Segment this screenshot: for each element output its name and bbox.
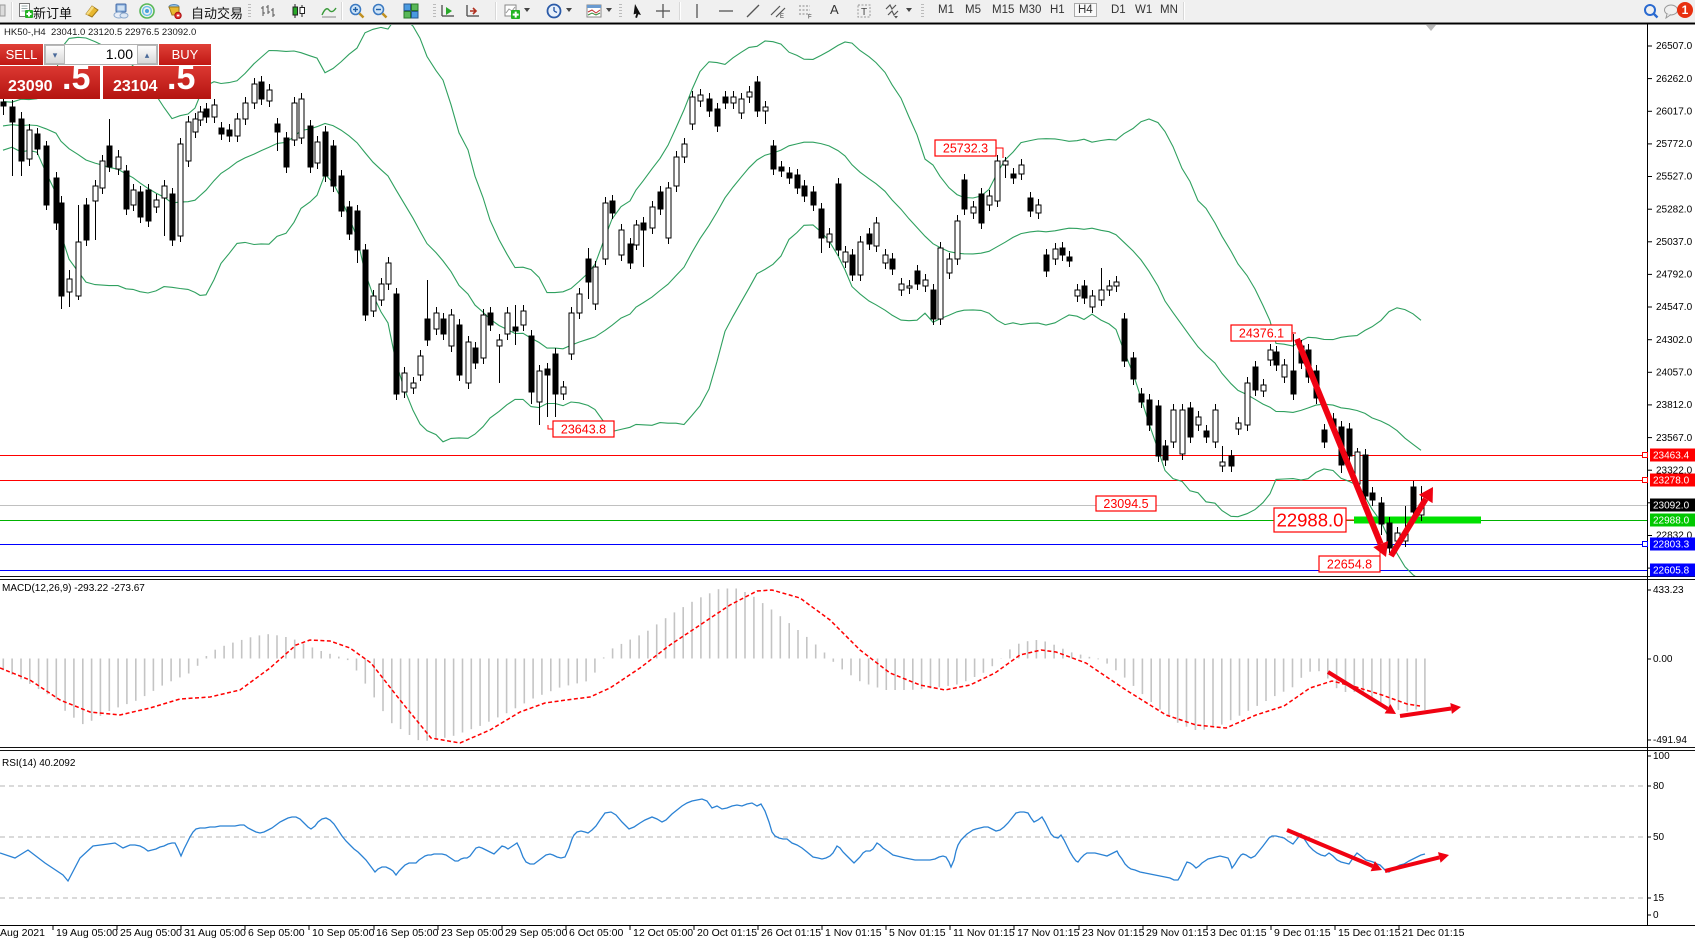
svg-text:19 Aug 05:00: 19 Aug 05:00 (56, 927, 118, 939)
svg-text:100: 100 (1653, 751, 1670, 762)
svg-text:E: E (780, 14, 784, 19)
svg-text:9 Dec 01:15: 9 Dec 01:15 (1274, 927, 1331, 939)
svg-text:5 Nov 01:15: 5 Nov 01:15 (889, 927, 946, 939)
svg-text:24302.0: 24302.0 (1656, 335, 1693, 346)
svg-text:21 Dec 01:15: 21 Dec 01:15 (1402, 927, 1465, 939)
svg-text:433.23: 433.23 (1653, 585, 1684, 596)
svg-text:23 Nov 01:15: 23 Nov 01:15 (1082, 927, 1145, 939)
svg-text:0.00: 0.00 (1653, 654, 1673, 665)
svg-text:50: 50 (1653, 832, 1665, 843)
svg-text:24792.0: 24792.0 (1656, 270, 1693, 281)
svg-text:10 Sep 05:00: 10 Sep 05:00 (312, 927, 375, 939)
svg-text:17 Nov 01:15: 17 Nov 01:15 (1017, 927, 1080, 939)
svg-text:29 Sep 05:00: 29 Sep 05:00 (505, 927, 568, 939)
svg-text:22988.0: 22988.0 (1277, 510, 1344, 531)
svg-text:23567.0: 23567.0 (1656, 433, 1693, 444)
svg-text:16 Sep 05:00: 16 Sep 05:00 (376, 927, 439, 939)
svg-text:26017.0: 26017.0 (1656, 107, 1693, 118)
svg-text:23463.4: 23463.4 (1653, 451, 1690, 462)
svg-text:29 Nov 01:15: 29 Nov 01:15 (1146, 927, 1209, 939)
svg-text:25 Aug 05:00: 25 Aug 05:00 (120, 927, 182, 939)
svg-text:11 Nov 01:15: 11 Nov 01:15 (953, 927, 1015, 939)
svg-text:23643.8: 23643.8 (561, 423, 606, 437)
svg-text:0: 0 (1653, 910, 1659, 921)
svg-text:23322.0: 23322.0 (1656, 465, 1693, 476)
svg-text:25527.0: 25527.0 (1656, 172, 1693, 183)
svg-text:25732.3: 25732.3 (943, 142, 988, 156)
svg-text:22605.8: 22605.8 (1653, 566, 1690, 577)
svg-text:23092.0: 23092.0 (1653, 501, 1690, 512)
svg-text:24376.1: 24376.1 (1239, 327, 1284, 341)
svg-text:22654.8: 22654.8 (1327, 558, 1372, 572)
svg-text:15 Dec 01:15: 15 Dec 01:15 (1338, 927, 1401, 939)
svg-text:24547.0: 24547.0 (1656, 302, 1693, 313)
svg-text:23812.0: 23812.0 (1656, 400, 1693, 411)
svg-text:6 Sep 05:00: 6 Sep 05:00 (248, 927, 305, 939)
svg-text:24057.0: 24057.0 (1656, 368, 1693, 379)
svg-text:80: 80 (1653, 781, 1665, 792)
svg-text:25282.0: 25282.0 (1656, 204, 1693, 215)
svg-text:22832.0: 22832.0 (1656, 531, 1693, 542)
svg-text:20 Oct 01:15: 20 Oct 01:15 (697, 927, 757, 939)
svg-text:3 Dec 01:15: 3 Dec 01:15 (1210, 927, 1267, 939)
svg-text:T: T (861, 7, 867, 18)
svg-text:23094.5: 23094.5 (1103, 497, 1148, 511)
svg-text:31 Aug 05:00: 31 Aug 05:00 (184, 927, 246, 939)
svg-text:15: 15 (1653, 893, 1665, 904)
svg-text:23 Sep 05:00: 23 Sep 05:00 (441, 927, 504, 939)
svg-text:26 Oct 01:15: 26 Oct 01:15 (761, 927, 821, 939)
svg-text:-491.94: -491.94 (1653, 735, 1687, 746)
svg-text:1 Nov 01:15: 1 Nov 01:15 (825, 927, 882, 939)
svg-text:22988.0: 22988.0 (1653, 516, 1690, 527)
svg-text:25037.0: 25037.0 (1656, 237, 1693, 248)
svg-text:F: F (808, 15, 812, 20)
svg-text:RSI(14) 40.2092: RSI(14) 40.2092 (2, 758, 76, 769)
svg-text:25772.0: 25772.0 (1656, 139, 1693, 150)
svg-text:MACD(12,26,9) -293.22 -273.67: MACD(12,26,9) -293.22 -273.67 (2, 583, 145, 594)
svg-text:26262.0: 26262.0 (1656, 74, 1693, 85)
svg-text:23278.0: 23278.0 (1653, 476, 1690, 487)
svg-text:12 Oct 05:00: 12 Oct 05:00 (633, 927, 693, 939)
svg-text:Aug 2021: Aug 2021 (0, 927, 45, 939)
svg-text:22803.3: 22803.3 (1653, 540, 1690, 551)
svg-text:6 Oct 05:00: 6 Oct 05:00 (569, 927, 623, 939)
svg-text:26507.0: 26507.0 (1656, 41, 1693, 52)
